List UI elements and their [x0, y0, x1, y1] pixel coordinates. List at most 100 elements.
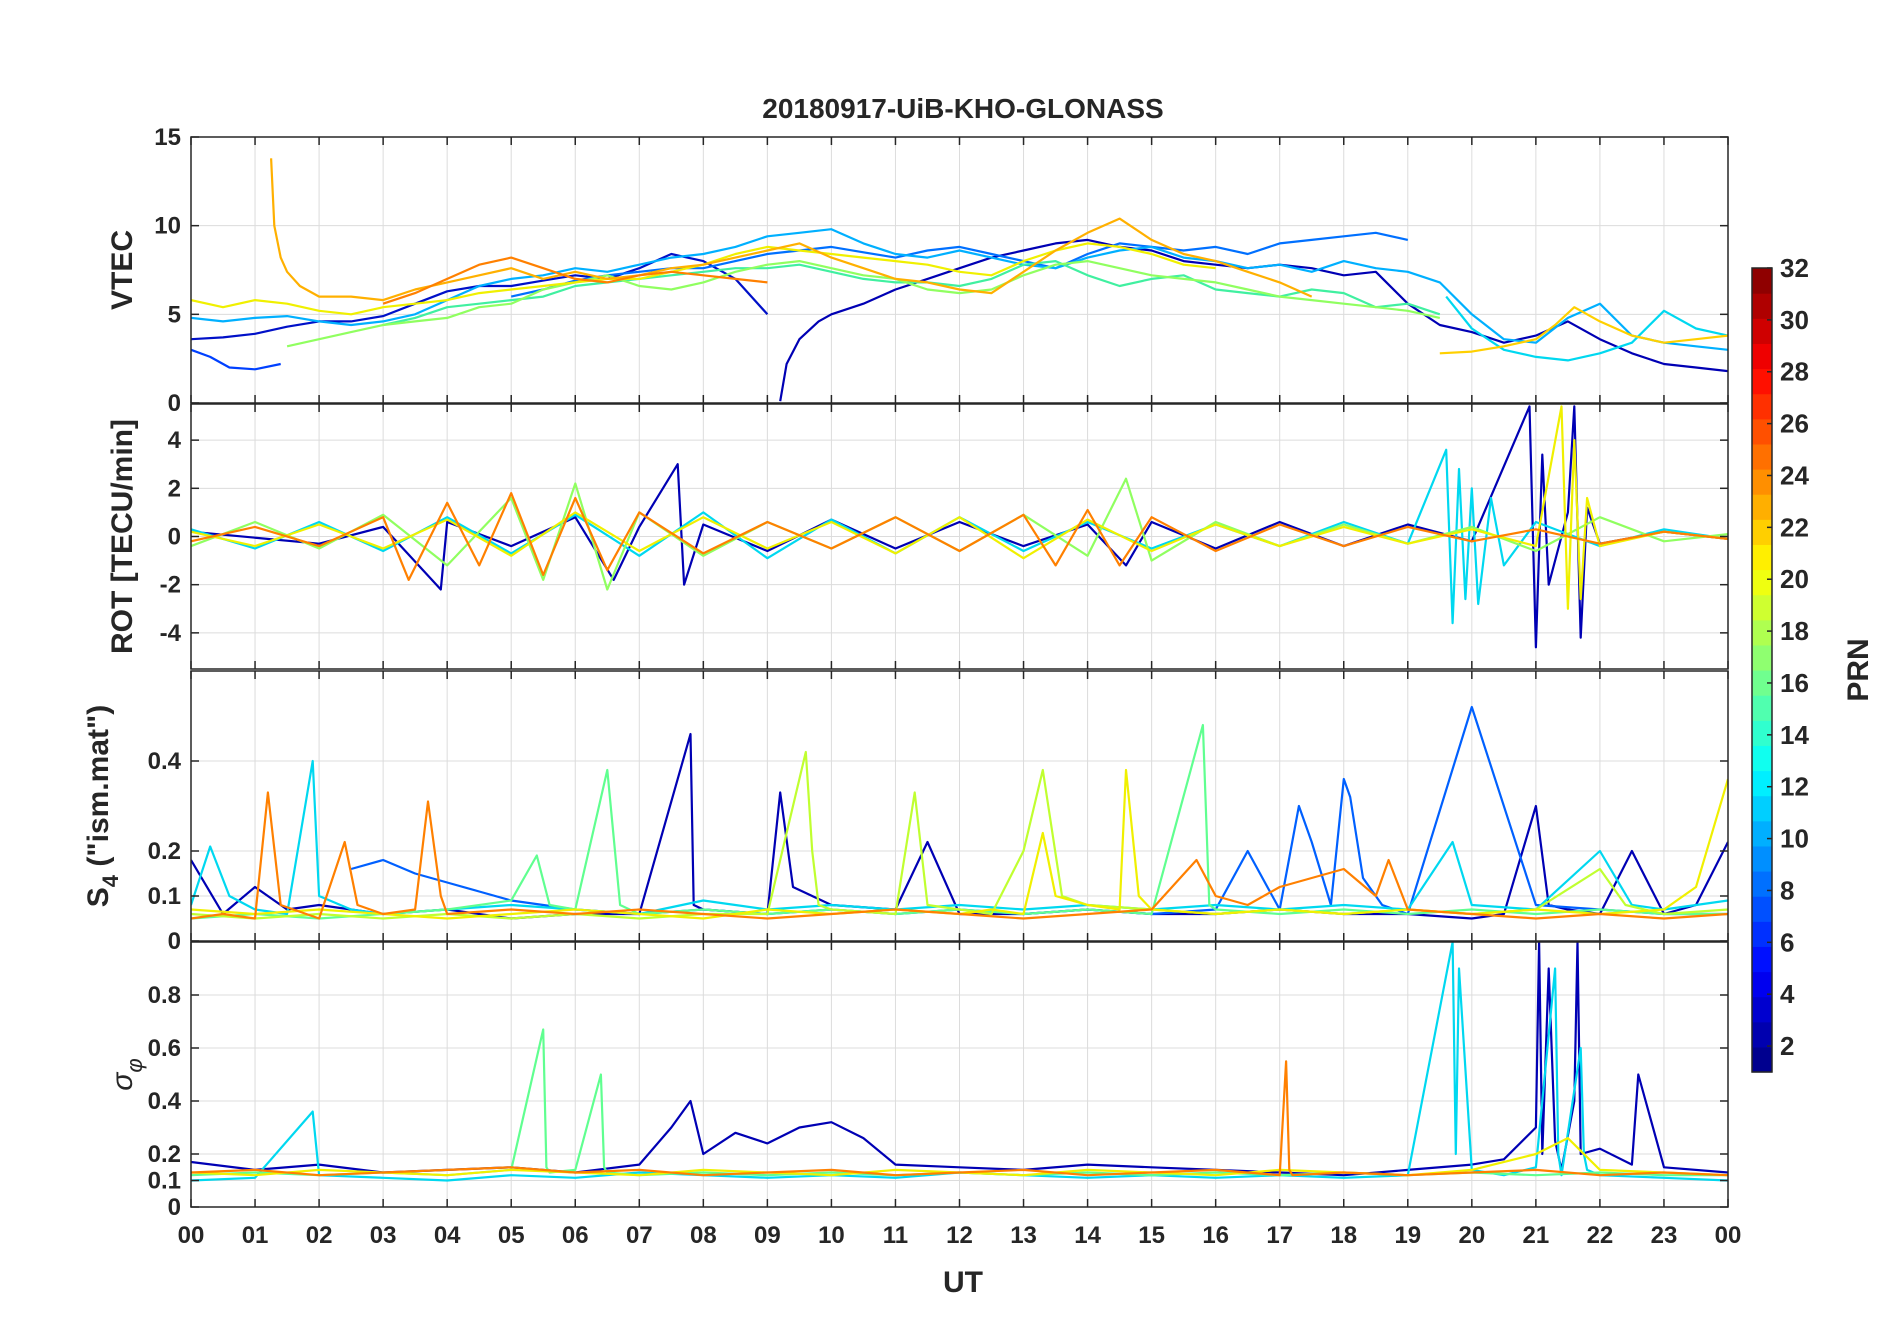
- y-tick-label: 0: [168, 390, 181, 417]
- series-prn-12: [191, 448, 1728, 625]
- colorbar-tick-label: 2: [1780, 1031, 1794, 1061]
- x-tick-label: 08: [690, 1222, 717, 1249]
- colorbar-segment: [1752, 368, 1772, 395]
- x-tick-label: 13: [1010, 1222, 1037, 1249]
- panel-s4: 0 0.1 0.2 0.4 S4 ("ism.mat"): [82, 670, 1729, 955]
- colorbar-segment: [1752, 519, 1772, 545]
- colorbar-segment: [1752, 544, 1772, 571]
- colorbar-tick-label: 24: [1780, 460, 1809, 490]
- colorbar-segment: [1752, 921, 1772, 947]
- colorbar-segment: [1752, 795, 1772, 822]
- colorbar-segment: [1752, 443, 1772, 470]
- colorbar-segment: [1752, 695, 1772, 721]
- x-tick-label: 00: [1715, 1222, 1742, 1249]
- y-tick-label: 0.4: [148, 748, 182, 775]
- colorbar-tick-label: 8: [1780, 875, 1794, 905]
- x-tick-label: 04: [434, 1222, 461, 1249]
- series-group: [191, 158, 1728, 402]
- series-prn-12: [191, 942, 1728, 1182]
- colorbar-segment: [1752, 946, 1772, 973]
- y-tick-label: 10: [154, 213, 181, 240]
- series-group: [191, 405, 1728, 649]
- colorbar-segment: [1752, 418, 1772, 445]
- colorbar-segment: [1752, 745, 1772, 772]
- colorbar-label: PRN: [1842, 638, 1875, 701]
- y-tick-label: 0.6: [148, 1035, 181, 1062]
- series-prn-24: [191, 492, 1728, 581]
- y-axis-label-s4: S4 ("ism.mat"): [82, 705, 123, 907]
- colorbar-tick-label: 28: [1780, 357, 1809, 387]
- x-tick-label: 12: [946, 1222, 973, 1249]
- colorbar-segment: [1752, 268, 1772, 294]
- series-group: [191, 942, 1728, 1182]
- y-axis-label-rot: ROT [TECU/min]: [106, 419, 139, 654]
- colorbar-segment: [1752, 971, 1772, 998]
- colorbar-segment: [1752, 820, 1772, 847]
- series-group: [191, 705, 1728, 920]
- series-prn-22: [270, 158, 1313, 302]
- x-tick-label: 09: [754, 1222, 781, 1249]
- colorbar-tick-label: 32: [1780, 253, 1809, 283]
- y-tick-label: 15: [154, 124, 181, 151]
- colorbar-tick-label: 22: [1780, 512, 1809, 542]
- colorbar-tick-label: 14: [1780, 720, 1809, 750]
- x-tick-label: 23: [1651, 1222, 1678, 1249]
- series-prn-24: [191, 1060, 1728, 1177]
- x-tick-label: 14: [1074, 1222, 1101, 1249]
- colorbar-segment: [1752, 619, 1772, 646]
- colorbar-segment: [1752, 343, 1772, 370]
- x-tick-label: 19: [1394, 1222, 1421, 1249]
- y-tick-label: 0.2: [148, 1141, 181, 1168]
- y-tick-label: 4: [168, 427, 182, 454]
- colorbar-segment: [1752, 469, 1772, 495]
- y-axis-label-sigma_phi: σφ: [106, 1058, 147, 1090]
- x-tick-label: 07: [626, 1222, 653, 1249]
- x-tick-label: 15: [1138, 1222, 1165, 1249]
- y-tick-label: 0: [168, 1194, 181, 1221]
- colorbar-segment: [1752, 494, 1772, 520]
- colorbar-segment: [1752, 1021, 1772, 1048]
- x-tick-label: 02: [306, 1222, 333, 1249]
- colorbar-segment: [1752, 1046, 1772, 1073]
- colorbar-tick-label: 12: [1780, 772, 1809, 802]
- x-tick-label: 21: [1523, 1222, 1550, 1249]
- y-tick-label: 0: [168, 524, 181, 551]
- colorbar-tick-label: 18: [1780, 616, 1809, 646]
- x-tick-label: 22: [1587, 1222, 1614, 1249]
- colorbar-tick-label: 4: [1780, 979, 1795, 1009]
- panel-sigma_phi: 00.10.2 0.4 0.6 0.8 σφ: [106, 941, 1729, 1221]
- y-tick-label: 2: [168, 475, 181, 502]
- y-tick-label: 0.8: [148, 982, 181, 1009]
- x-tick-label: 16: [1202, 1222, 1229, 1249]
- series-prn-5: [191, 348, 281, 371]
- series-prn-15: [382, 260, 1441, 327]
- series-prn-24: [382, 256, 768, 305]
- x-tick-label: 03: [370, 1222, 397, 1249]
- y-tick-label: 5: [168, 301, 181, 328]
- x-tick-label: 11: [883, 1222, 908, 1249]
- colorbar-segment: [1752, 996, 1772, 1023]
- colorbar-tick-label: 10: [1780, 824, 1809, 854]
- series-prn-20: [191, 405, 1728, 610]
- colorbar-tick-label: 6: [1780, 927, 1794, 957]
- colorbar-segment: [1752, 770, 1772, 797]
- colorbar-segment: [1752, 318, 1772, 344]
- x-axis-label: UT: [943, 1266, 983, 1299]
- x-tick-label: 20: [1458, 1222, 1485, 1249]
- chart-title: 20180917-UiB-KHO-GLONASS: [762, 93, 1163, 124]
- y-tick-label: 0: [168, 928, 181, 955]
- y-tick-label: -4: [160, 620, 182, 647]
- y-tick-label: 0.2: [148, 838, 181, 865]
- colorbar-frame: [1751, 267, 1773, 1073]
- colorbar-segment: [1752, 594, 1772, 621]
- colorbar-segment: [1752, 393, 1772, 420]
- series-prn-20: [191, 1137, 1728, 1177]
- y-tick-label: 0.1: [148, 883, 181, 910]
- panel-vtec: 0 5 10 15 VTEC: [106, 124, 1729, 417]
- x-tick-label: 05: [498, 1222, 525, 1249]
- x-tick-label: 10: [818, 1222, 845, 1249]
- x-tick-label: 01: [242, 1222, 269, 1249]
- colorbar-segment: [1752, 293, 1772, 319]
